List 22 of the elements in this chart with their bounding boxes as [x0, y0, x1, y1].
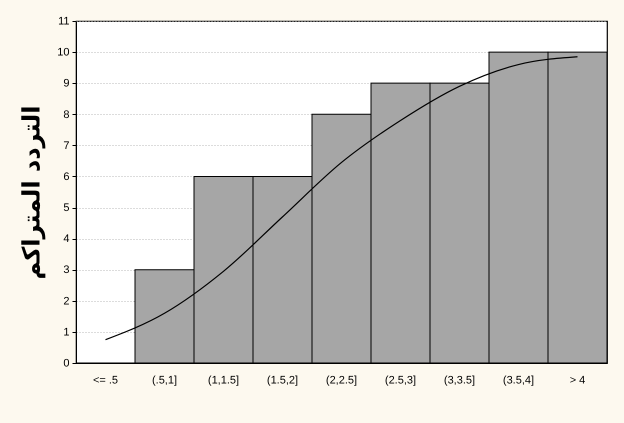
- y-tick-label: 0: [63, 358, 70, 370]
- y-tick-label: 5: [63, 202, 70, 214]
- y-tick-label: 10: [57, 46, 70, 59]
- y-tick-label: 11: [58, 16, 70, 28]
- x-tick-label: (2,2.5]: [326, 374, 358, 386]
- y-tick-label: 8: [63, 108, 70, 121]
- y-tick-label: 9: [63, 78, 70, 90]
- x-tick-label: > 4: [570, 374, 586, 386]
- y-tick-label: 7: [63, 140, 70, 152]
- x-tick-label: (1.5,2]: [266, 374, 298, 386]
- y-axis-title: التردد المتراكم: [18, 105, 46, 280]
- x-tick-label: (.5,1]: [152, 374, 178, 386]
- x-tick-label: (1,1.5]: [208, 374, 240, 386]
- y-tick-label: 6: [63, 170, 70, 183]
- x-tick-label: (3,3.5]: [444, 374, 476, 386]
- y-tick-label: 1: [63, 326, 70, 338]
- y-tick-label: 3: [63, 264, 70, 276]
- y-tick-label: 4: [63, 233, 70, 246]
- x-tick-label: <= .5: [92, 374, 118, 386]
- y-tick-label: 2: [63, 295, 70, 308]
- x-tick-label: (2.5,3]: [384, 374, 416, 386]
- x-tick-label: (3.5,4]: [502, 374, 534, 386]
